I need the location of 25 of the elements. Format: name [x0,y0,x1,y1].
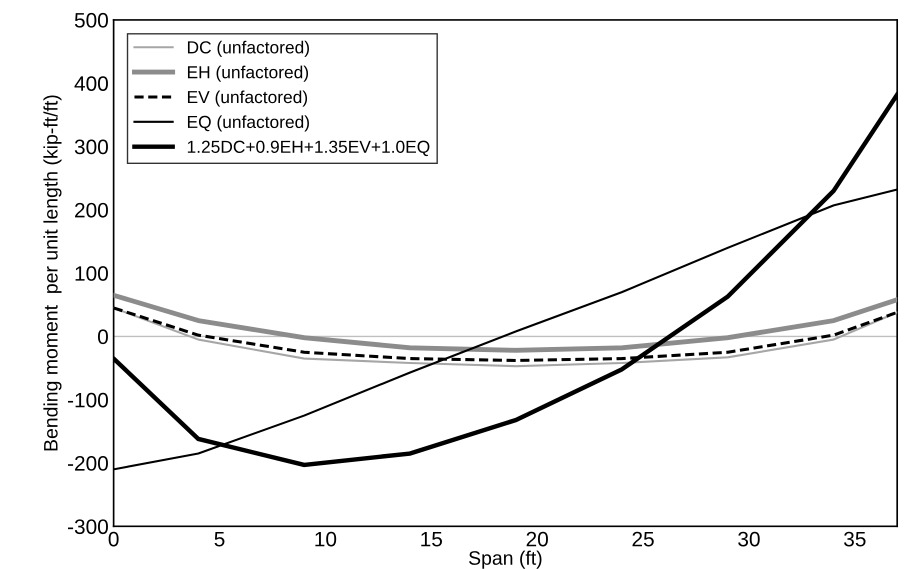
y-tick-label: 300 [74,140,108,154]
legend-label: EV (unfactored) [188,90,308,107]
y-tick-label: 400 [74,76,108,91]
legend-label: EQ (unfactored) [188,115,309,132]
legend-label: EH (unfactored) [188,66,308,82]
y-tick-label: 200 [75,202,108,218]
y-tick-label: -100 [68,392,108,408]
x-tick-label: 10 [315,532,336,546]
x-tick-label: 15 [421,532,442,546]
x-tick-label: 25 [632,532,654,546]
x-tick-label: 5 [214,532,224,546]
x-tick-label: 20 [526,532,548,546]
x-tick-label: 0 [108,532,119,546]
y-tick-label: 100 [76,266,108,281]
legend-label: 1.25DC+0.9EH+1.35EV+1.0EQ [188,140,430,156]
x-tick-label: 35 [844,532,866,546]
y-tick-label: -200 [68,456,108,471]
legend-label: DC (unfactored) [188,40,309,57]
x-tick-label: 30 [738,532,760,546]
y-tick-label: 0 [98,329,108,344]
line-series [114,292,898,353]
y-axis-title: Bending moment per unit length (kip-ft/ft) [43,95,62,450]
y-tick-label: -300 [68,519,108,534]
x-axis-title: Span (ft) [469,550,542,569]
y-tick-label: 500 [74,12,108,28]
